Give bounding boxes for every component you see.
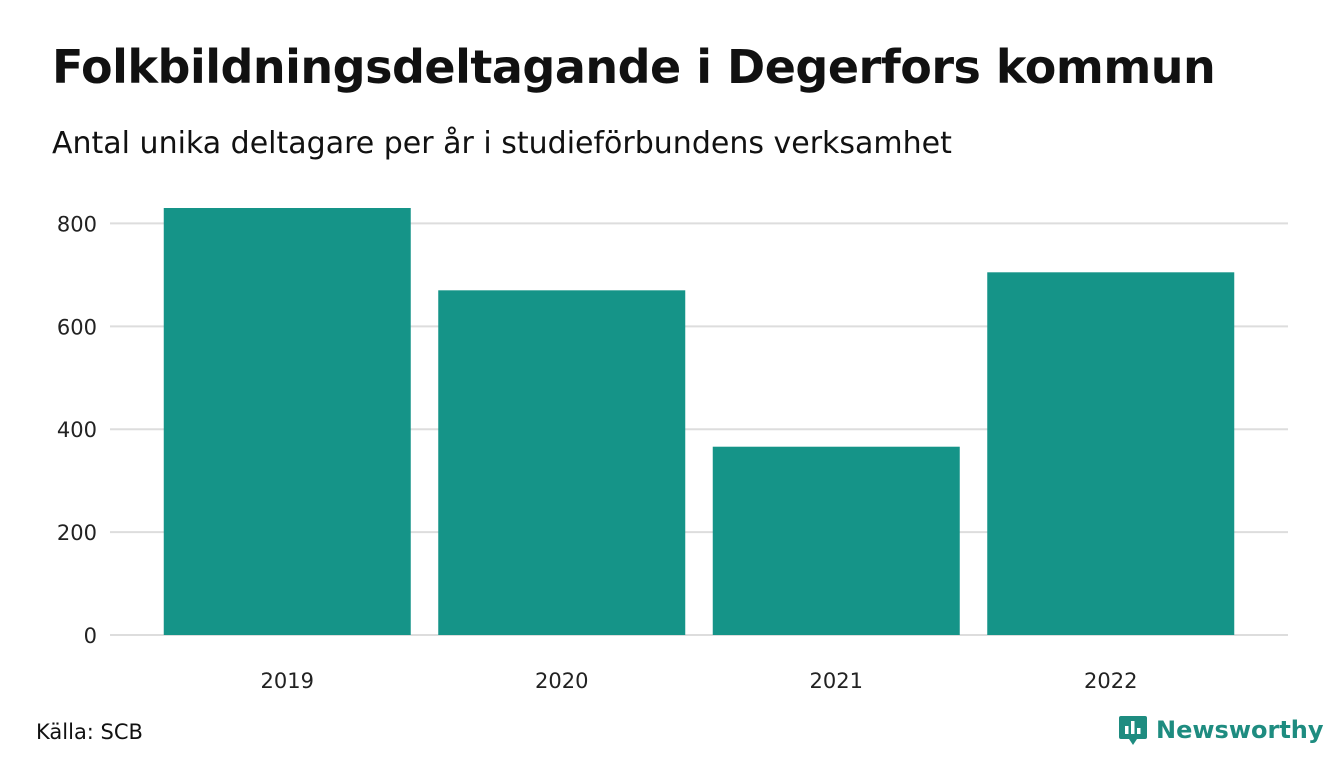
x-tick-label: 2019 [261, 669, 314, 693]
y-tick-label: 600 [57, 315, 97, 339]
bars [163, 208, 1235, 635]
y-tick-label: 0 [84, 624, 97, 648]
bar-2022 [987, 272, 1235, 635]
x-tick-label: 2020 [535, 669, 588, 693]
chart-title: Folkbildningsdeltagande i Degerfors komm… [52, 40, 1216, 94]
bar-chart-speech-bubble-icon [1119, 716, 1147, 745]
x-tick-label: 2022 [1084, 669, 1137, 693]
bar-2020 [438, 290, 686, 635]
chart-subtitle: Antal unika deltagare per år i studieför… [52, 126, 952, 161]
source-note: Källa: SCB [36, 720, 143, 744]
bar-2021 [712, 446, 960, 635]
y-tick-label: 400 [57, 418, 97, 442]
brand-logo: Newsworthy [1118, 714, 1324, 746]
brand-name: Newsworthy [1156, 716, 1324, 744]
x-axis-ticks: 2019 2020 2021 2022 [261, 669, 1138, 693]
y-axis-ticks: 0 200 400 600 800 [57, 212, 97, 648]
y-tick-label: 200 [57, 521, 97, 545]
bar-2019 [163, 208, 411, 635]
x-tick-label: 2021 [810, 669, 863, 693]
y-tick-label: 800 [57, 212, 97, 236]
